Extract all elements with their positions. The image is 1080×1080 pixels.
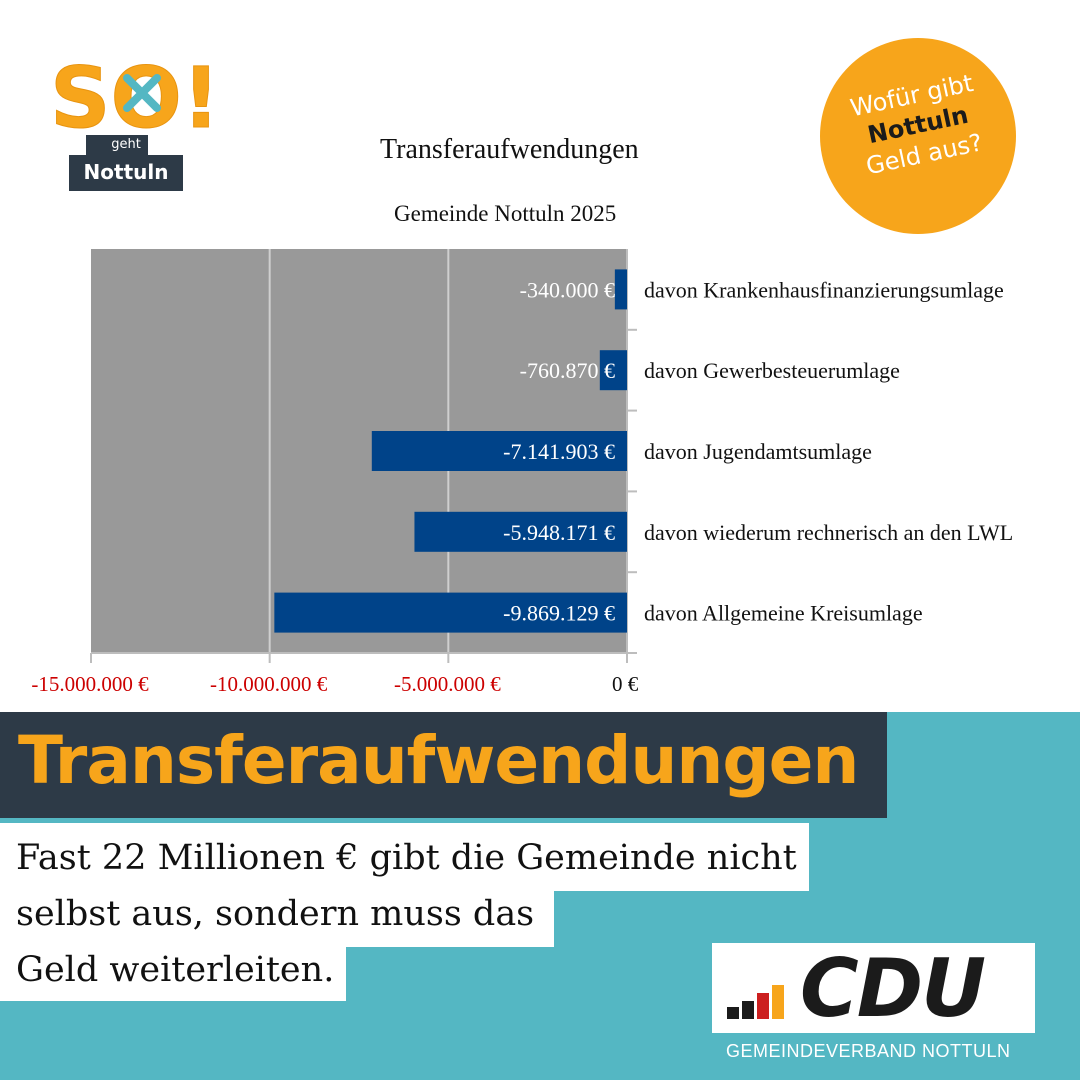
logo-place-box [69,155,183,191]
cdu-bar-3 [757,993,769,1019]
cdu-wordmark: CDU [800,942,986,1035]
bar [414,511,627,552]
text-box-1 [0,823,809,891]
x-tick-label: -15.000.000 € [31,672,149,696]
data-label: -340.000 € [520,277,615,302]
body-text-line-3: Geld weiterleiten. [16,950,335,990]
x-tick-label: 0 € [612,672,639,696]
cdu-bar-2 [742,1001,754,1019]
text-box-2 [0,891,554,947]
chart-subtitle: Gemeinde Nottuln 2025 [394,201,617,226]
x-tick-label: -10.000.000 € [210,672,328,696]
data-label: -5.948.171 € [503,520,615,545]
text-box-3 [0,947,346,1001]
bar [274,592,627,633]
category-label: davon wiederum rechnerisch an den LWL [644,520,1013,545]
page-heading: Transferaufwendungen [18,722,859,799]
x-tick-label: -5.000.000 € [394,672,501,696]
bar-chart: -340.000 € davon Krankenhausfinanzierungs… [31,249,1013,696]
so-logo-word: SO! [50,55,220,140]
cross-mark-icon [123,74,161,112]
chart-title: Transferaufwendungen [380,134,639,165]
question-badge: Wofür gibt Nottuln Geld aus? [820,38,1016,234]
so-logo: SO! [50,55,220,140]
bar [599,350,627,391]
logo-geht-text: geht [111,137,141,152]
category-label: davon Krankenhausfinanzierungsumlage [644,277,1004,302]
bar [371,431,627,471]
logo-place-text: Nottuln [83,160,169,184]
cdu-bar-1 [727,1007,739,1019]
data-label: -7.141.903 € [503,439,615,464]
category-label: davon Allgemeine Kreisumlage [644,601,923,626]
logo-geht-background [86,135,148,157]
body-text-line-2: selbst aus, sondern muss das [16,894,535,934]
category-label: davon Jugendamtsumlage [644,439,872,464]
bar [614,269,627,310]
heading-banner [0,712,887,818]
cdu-subtitle: GEMEINDEVERBAND NOTTULN [726,1041,1011,1061]
category-label: davon Gewerbesteuerumlage [644,358,900,383]
body-text-line-1: Fast 22 Millionen € gibt die Gemeinde ni… [16,838,797,878]
data-label: -760.870 € [520,358,615,383]
cdu-bar-4 [772,985,784,1019]
data-label: -9.869.129 € [503,601,615,626]
